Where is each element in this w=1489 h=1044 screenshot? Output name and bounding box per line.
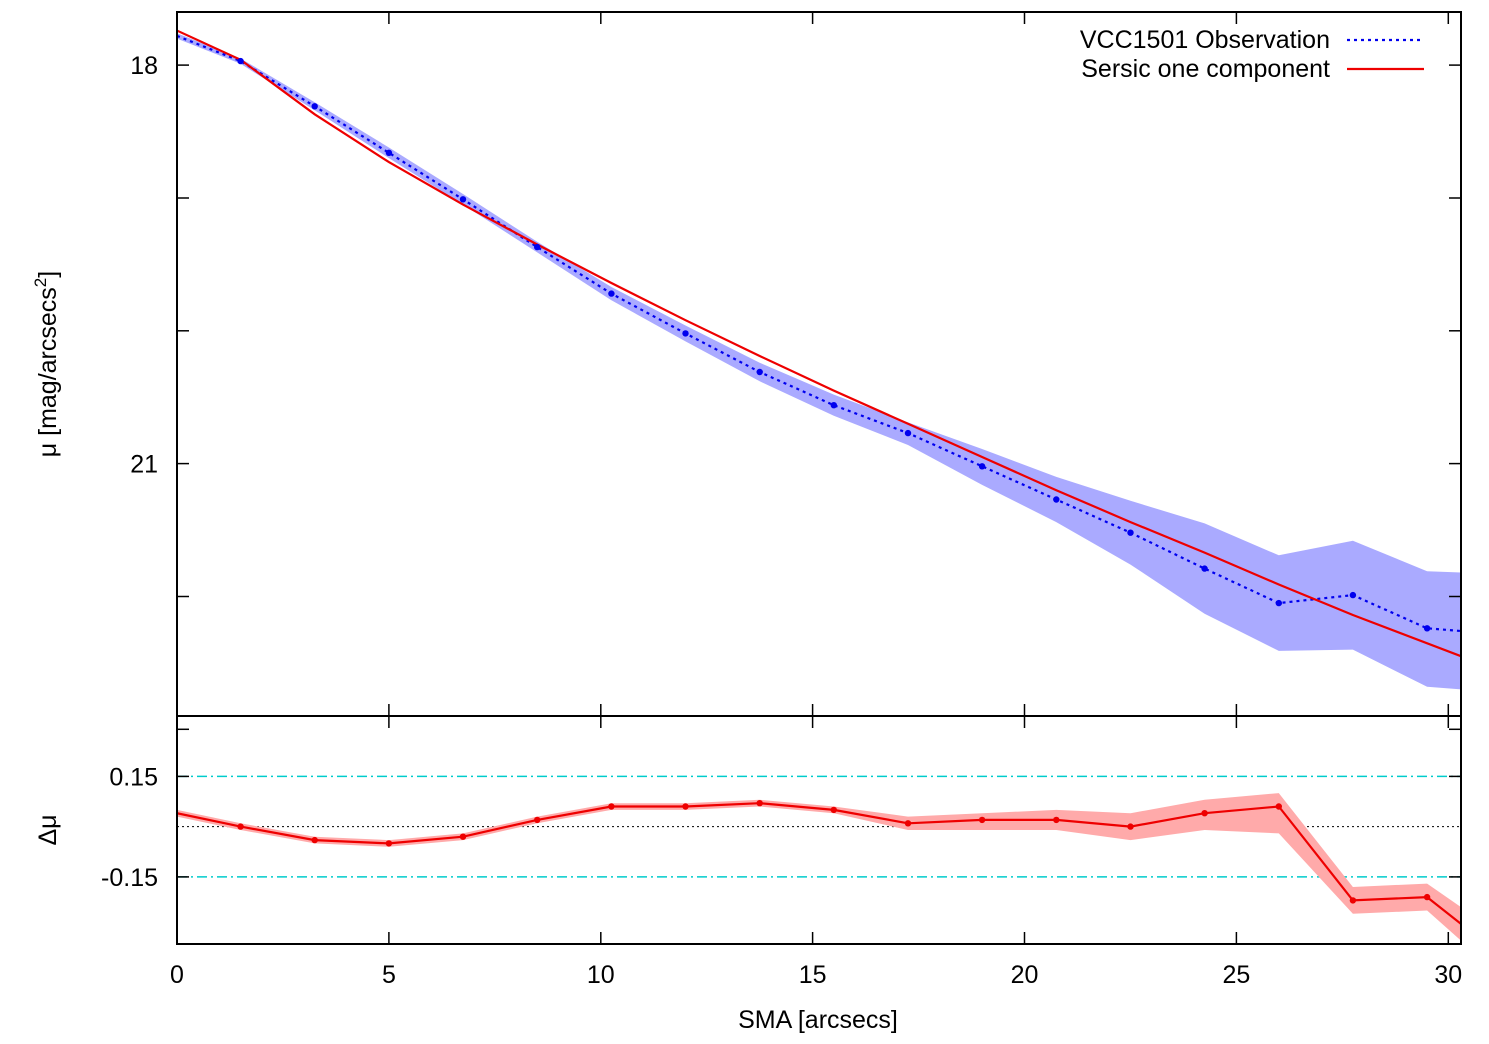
main-y-axis-label: μ [mag/arcsecs2] — [31, 271, 62, 457]
main-y-tick-label-21: 21 — [130, 451, 158, 479]
residual-point-13 — [1127, 823, 1134, 830]
observation-point-2 — [311, 103, 318, 110]
residual-markers — [237, 800, 1431, 904]
x-tick-label-10: 10 — [587, 961, 615, 989]
residual-point-16 — [1349, 897, 1357, 904]
observation-point-8 — [756, 368, 763, 376]
main-y-axis-label-suffix: ] — [34, 271, 62, 278]
observation-point-9 — [830, 402, 837, 409]
observation-error-band — [177, 33, 1461, 690]
x-tick-label-15: 15 — [799, 961, 827, 989]
residual-point-15 — [1275, 803, 1283, 810]
residual-point-14 — [1201, 810, 1208, 817]
residual-point-7 — [682, 803, 689, 810]
main-y-tick-label-18: 18 — [130, 52, 158, 80]
residual-band-area — [177, 793, 1461, 941]
main-y-axis-label-sup: 2 — [31, 278, 50, 287]
residual-y-axis-label: Δμ — [34, 814, 62, 845]
residual-point-10 — [904, 820, 912, 827]
legend-label-observation: VCC1501 Observation — [1080, 26, 1330, 54]
x-tick-label-30: 30 — [1434, 961, 1462, 989]
residual-y-tick-labels: 0.15 -0.15 — [101, 763, 158, 892]
x-tick-label-20: 20 — [1011, 961, 1039, 989]
residual-plot-frame — [176, 715, 1462, 945]
observation-point-14 — [1201, 565, 1208, 572]
observation-point-4 — [459, 196, 467, 203]
observation-point-5 — [534, 243, 541, 251]
x-tick-label-25: 25 — [1222, 961, 1250, 989]
res-y-tick-label-1: -0.15 — [101, 864, 158, 892]
x-tick-label-5: 5 — [382, 961, 396, 989]
residual-error-band — [177, 793, 1461, 941]
observation-band-area — [177, 33, 1461, 690]
axis-ticks — [176, 12, 1461, 944]
observation-point-16 — [1349, 591, 1357, 599]
x-tick-labels: 0 5 10 15 20 25 30 — [170, 961, 1462, 989]
res-y-tick-label-0: 0.15 — [109, 763, 158, 791]
observation-point-13 — [1127, 529, 1134, 536]
observation-point-7 — [682, 330, 689, 337]
observation-point-6 — [608, 290, 615, 297]
residual-point-12 — [1053, 816, 1060, 824]
sersic-model-line — [177, 29, 1461, 658]
observation-markers — [237, 57, 1431, 632]
observation-point-12 — [1053, 496, 1060, 503]
observation-point-11 — [978, 463, 986, 470]
observation-line — [177, 34, 1461, 633]
observation-point-17 — [1423, 625, 1431, 632]
residual-point-6 — [608, 803, 615, 810]
observation-point-15 — [1275, 599, 1283, 607]
residual-point-9 — [830, 806, 837, 814]
residual-point-11 — [978, 816, 986, 824]
residual-point-2 — [311, 836, 318, 844]
legend-label-sersic: Sersic one component — [1081, 55, 1330, 83]
x-tick-label-0: 0 — [170, 961, 184, 989]
main-plot-lines — [177, 29, 1461, 658]
legend: VCC1501 Observation Sersic one component — [1080, 26, 1424, 83]
residual-point-5 — [534, 816, 541, 824]
residual-point-4 — [459, 833, 467, 840]
residual-point-8 — [756, 800, 763, 807]
residual-point-3 — [385, 840, 393, 847]
residual-point-17 — [1423, 893, 1431, 901]
main-y-axis-label-text: μ [mag/arcsecs — [34, 287, 62, 457]
residual-point-1 — [237, 823, 244, 830]
observation-point-10 — [904, 429, 912, 437]
observation-point-3 — [385, 149, 393, 156]
x-axis-label: SMA [arcsecs] — [738, 1006, 898, 1034]
observation-point-1 — [237, 57, 244, 65]
